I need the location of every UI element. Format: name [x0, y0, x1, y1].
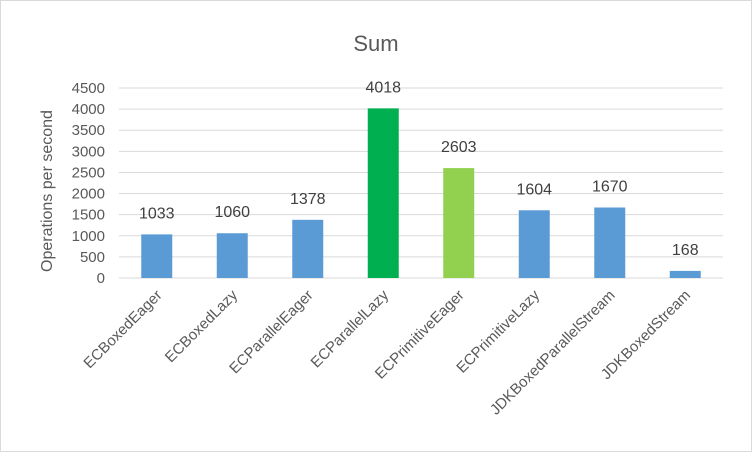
y-tick-label: 1500: [72, 207, 105, 224]
y-tick-label: 2500: [72, 164, 105, 181]
x-tick-label: ECBoxedEager: [80, 287, 165, 372]
bar-jdkboxedparallelstream: [594, 207, 626, 278]
bar-ecboxedeager: [141, 234, 173, 278]
x-tick-label: JDKBoxedParallelStream: [487, 287, 619, 419]
data-label: 168: [672, 242, 699, 259]
bar-ecboxedlazy: [216, 233, 248, 278]
y-axis-ticks: 0 500 1000 1500 2000 2500 3000 3500 4000 4500: [72, 80, 105, 287]
y-tick-label: 1000: [72, 228, 105, 245]
x-axis-ticks: ECBoxedEagerECBoxedLazyECParallelEagerEC…: [80, 286, 694, 418]
data-label: 1604: [516, 181, 552, 198]
gridlines: [119, 87, 723, 279]
data-label: 1670: [592, 178, 628, 195]
x-tick-label: ECParallelEager: [226, 287, 316, 377]
data-labels: 1033 1060 1378 4018 2603 1604 1670 168: [139, 79, 699, 259]
x-tick-label: ECParallelLazy: [308, 286, 393, 371]
y-tick-label: 500: [80, 249, 105, 266]
y-tick-label: 2000: [72, 186, 105, 203]
chart-title: Sum: [353, 31, 398, 56]
y-tick-label: 3500: [72, 122, 105, 139]
y-tick-label: 4500: [72, 80, 105, 97]
data-label: 1060: [214, 204, 250, 221]
bar-ecparallellazy: [367, 108, 399, 279]
data-label: 4018: [365, 79, 401, 96]
bar-ecprimitiveeager: [443, 168, 475, 278]
y-tick-label: 0: [97, 270, 105, 287]
y-axis-title: Operations per second: [39, 110, 56, 272]
data-label: 2603: [441, 139, 477, 156]
bar-ecprimitivelazy: [518, 210, 550, 278]
bar-jdkboxedstream: [669, 270, 701, 278]
bar-ecparalleleager: [292, 219, 324, 278]
y-tick-label: 4000: [72, 101, 105, 118]
x-tick-label: ECBoxedLazy: [162, 286, 242, 366]
data-label: 1033: [139, 205, 175, 222]
data-label: 1378: [290, 191, 326, 208]
bars: [141, 108, 701, 279]
y-tick-label: 3000: [72, 143, 105, 160]
